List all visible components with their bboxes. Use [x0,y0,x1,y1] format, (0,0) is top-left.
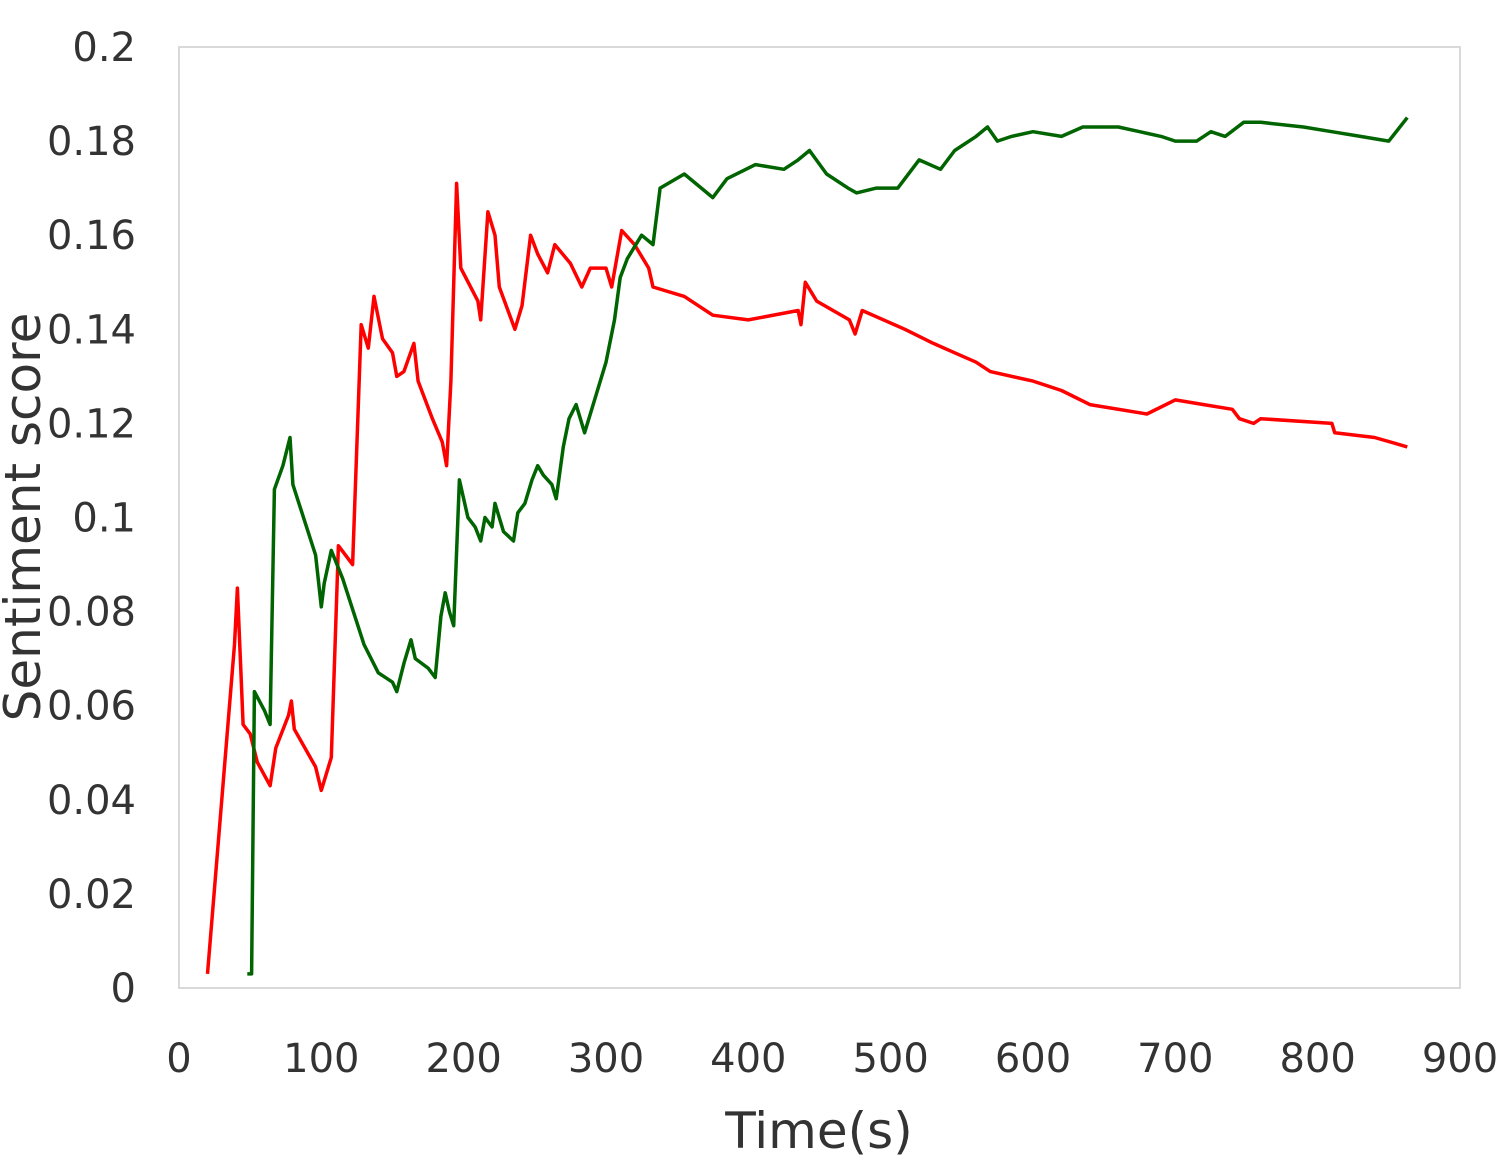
y-tick-label: 0.18 [47,119,136,165]
y-axis-title: Sentiment score [0,313,52,722]
y-tick-label: 0.16 [47,213,136,259]
y-tick-label: 0.06 [47,684,136,730]
series-line-1 [205,181,1408,975]
y-tick-label: 0.1 [72,496,136,542]
x-axis-title: Time(s) [724,1102,912,1160]
x-axis-tick-labels: 0 100 200 300 400 500 600 700 800 900 [166,1036,1496,1082]
x-tick-label: 600 [995,1036,1071,1082]
plot-frame [178,46,1461,989]
x-tick-label: 300 [568,1036,644,1082]
x-tick-label: 800 [1279,1036,1355,1082]
x-tick-label: 900 [1422,1036,1496,1082]
y-tick-label: 0 [111,966,136,1012]
x-tick-label: 200 [425,1036,501,1082]
y-tick-label: 0.02 [47,872,136,918]
y-tick-label: 0.12 [47,401,136,447]
x-tick-label: 500 [852,1036,928,1082]
x-tick-label: 0 [166,1036,191,1082]
y-axis-tick-labels: 0 0.02 0.04 0.06 0.08 0.1 0.12 0.14 0.16 0.18 0.2 [47,25,136,1012]
series-line-2 [247,116,1409,976]
y-tick-label: 0.14 [47,307,136,353]
y-tick-label: 0.08 [47,590,136,636]
y-tick-label: 0.2 [72,25,136,71]
series-layer [205,116,1409,976]
x-tick-label: 400 [710,1036,786,1082]
y-tick-label: 0.04 [47,778,136,824]
x-tick-label: 100 [283,1036,359,1082]
x-tick-label: 700 [1137,1036,1213,1082]
